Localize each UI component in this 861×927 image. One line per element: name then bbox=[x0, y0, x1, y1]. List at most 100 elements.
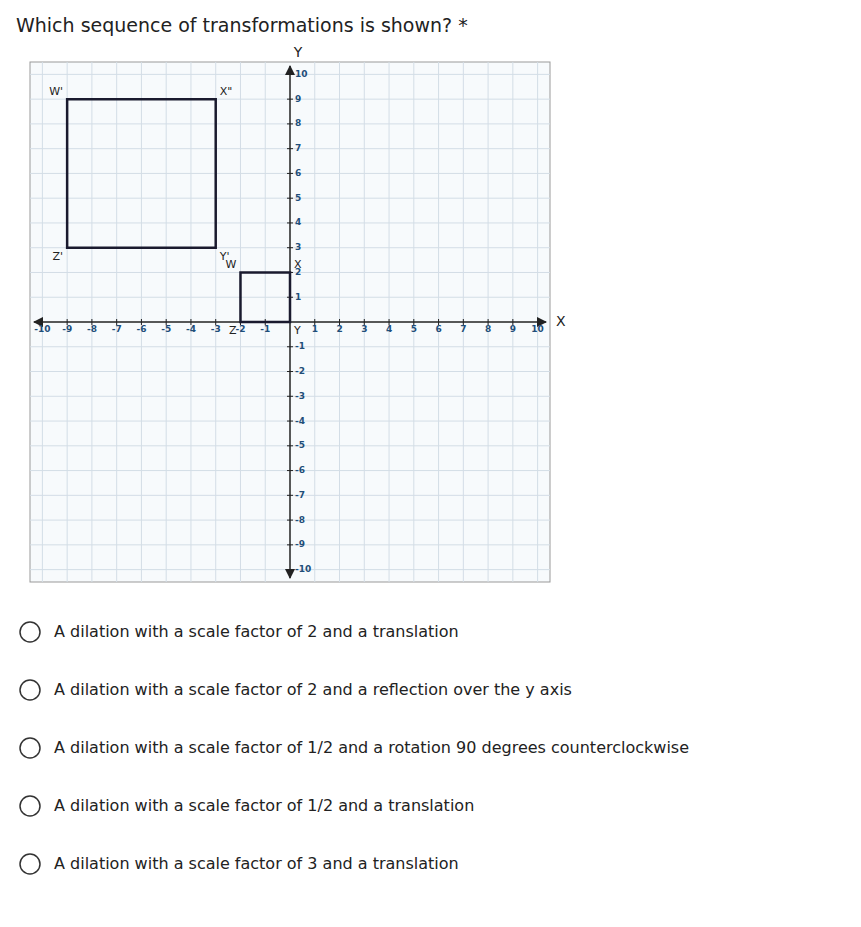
y-tick bbox=[287, 247, 293, 248]
x-tick-label: 5 bbox=[411, 324, 417, 334]
y-tick-label: 1 bbox=[295, 292, 301, 302]
x-tick-label: -5 bbox=[161, 324, 171, 334]
x-tick-label: -1 bbox=[260, 324, 270, 334]
y-tick bbox=[287, 470, 293, 471]
y-tick-label: -2 bbox=[295, 366, 305, 376]
radio-button[interactable] bbox=[20, 622, 40, 642]
grid-line-x bbox=[413, 62, 414, 582]
x-tick-label: -6 bbox=[136, 324, 146, 334]
grid-line-x bbox=[463, 62, 464, 582]
x-tick bbox=[116, 319, 117, 325]
y-tick-label: 9 bbox=[295, 94, 301, 104]
y-tick bbox=[287, 74, 293, 75]
y-tick-label: -3 bbox=[295, 391, 305, 401]
grid-line-x bbox=[166, 62, 167, 582]
x-axis-label: X bbox=[556, 313, 566, 329]
y-tick-label: 5 bbox=[295, 193, 301, 203]
vertex-label: Y bbox=[293, 324, 301, 337]
y-tick-label: 8 bbox=[295, 118, 301, 128]
y-tick bbox=[287, 173, 293, 174]
y-tick-label: -10 bbox=[295, 564, 311, 574]
y-tick-label: -6 bbox=[295, 465, 305, 475]
polygon bbox=[240, 272, 290, 322]
y-tick bbox=[287, 421, 293, 422]
grid-line-x bbox=[42, 62, 43, 582]
x-tick bbox=[413, 319, 414, 325]
grid-line-y bbox=[30, 346, 550, 347]
x-tick-label: -2 bbox=[235, 324, 245, 334]
x-tick-label: -7 bbox=[112, 324, 122, 334]
y-tick-label: -1 bbox=[295, 341, 305, 351]
x-tick bbox=[389, 319, 390, 325]
x-tick bbox=[215, 319, 216, 325]
grid-line-x bbox=[364, 62, 365, 582]
x-tick bbox=[537, 319, 538, 325]
x-tick-label: 3 bbox=[361, 324, 367, 334]
y-tick bbox=[287, 222, 293, 223]
x-tick-label: -8 bbox=[87, 324, 97, 334]
option-text: A dilation with a scale factor of 3 and … bbox=[54, 854, 459, 873]
vertex-label: W' bbox=[49, 85, 63, 98]
x-tick-label: 10 bbox=[531, 324, 544, 334]
x-tick-label: 6 bbox=[435, 324, 441, 334]
grid-line-x bbox=[91, 62, 92, 582]
grid-line-x bbox=[537, 62, 538, 582]
option-text: A dilation with a scale factor of 2 and … bbox=[54, 680, 572, 699]
radio-button[interactable] bbox=[20, 854, 40, 874]
grid-line-y bbox=[30, 123, 550, 124]
grid-line-y bbox=[30, 544, 550, 545]
chart: Which sequence of transformations is sho… bbox=[0, 0, 861, 927]
x-tick-label: -3 bbox=[211, 324, 221, 334]
x-tick bbox=[141, 319, 142, 325]
y-tick bbox=[287, 520, 293, 521]
y-tick bbox=[287, 396, 293, 397]
grid-line-x bbox=[339, 62, 340, 582]
y-tick-label: 3 bbox=[295, 242, 301, 252]
y-tick bbox=[287, 544, 293, 545]
x-tick-label: 2 bbox=[336, 324, 342, 334]
x-tick bbox=[488, 319, 489, 325]
y-tick bbox=[287, 445, 293, 446]
x-tick bbox=[190, 319, 191, 325]
y-axis-label: Y bbox=[293, 44, 303, 60]
y-tick bbox=[287, 495, 293, 496]
grid-line-y bbox=[30, 371, 550, 372]
grid-line-y bbox=[30, 569, 550, 570]
grid-line-y bbox=[30, 396, 550, 397]
shapes bbox=[67, 99, 290, 322]
x-tick-label: 9 bbox=[510, 324, 516, 334]
grid bbox=[30, 62, 550, 582]
radio-button[interactable] bbox=[20, 738, 40, 758]
y-tick-label: -9 bbox=[295, 539, 305, 549]
x-tick bbox=[512, 319, 513, 325]
y-tick bbox=[287, 198, 293, 199]
grid-line-y bbox=[30, 148, 550, 149]
radio-button[interactable] bbox=[20, 680, 40, 700]
grid-line-y bbox=[30, 74, 550, 75]
y-tick-label: 6 bbox=[295, 168, 301, 178]
grid-line-y bbox=[30, 470, 550, 471]
grid-line-x bbox=[141, 62, 142, 582]
grid-line-x bbox=[438, 62, 439, 582]
x-tick bbox=[438, 319, 439, 325]
plot-frame bbox=[30, 62, 550, 582]
x-tick-label: -4 bbox=[186, 324, 196, 334]
y-tick bbox=[287, 148, 293, 149]
y-tick-label: -8 bbox=[295, 515, 305, 525]
grid-line-y bbox=[30, 198, 550, 199]
y-tick bbox=[287, 99, 293, 100]
radio-button[interactable] bbox=[20, 796, 40, 816]
x-tick-label: 7 bbox=[460, 324, 466, 334]
grid-line-x bbox=[512, 62, 513, 582]
y-tick bbox=[287, 346, 293, 347]
vertex-label: Y' bbox=[219, 250, 230, 263]
vertex-label: Z' bbox=[53, 250, 64, 263]
x-tick-label: 8 bbox=[485, 324, 491, 334]
option-text: A dilation with a scale factor of 1/2 an… bbox=[54, 738, 689, 757]
grid-line-x bbox=[389, 62, 390, 582]
grid-line-x bbox=[116, 62, 117, 582]
y-tick-label: -4 bbox=[295, 416, 305, 426]
x-tick bbox=[42, 319, 43, 325]
y-tick-label: 7 bbox=[295, 143, 301, 153]
option-text: A dilation with a scale factor of 2 and … bbox=[54, 622, 459, 641]
